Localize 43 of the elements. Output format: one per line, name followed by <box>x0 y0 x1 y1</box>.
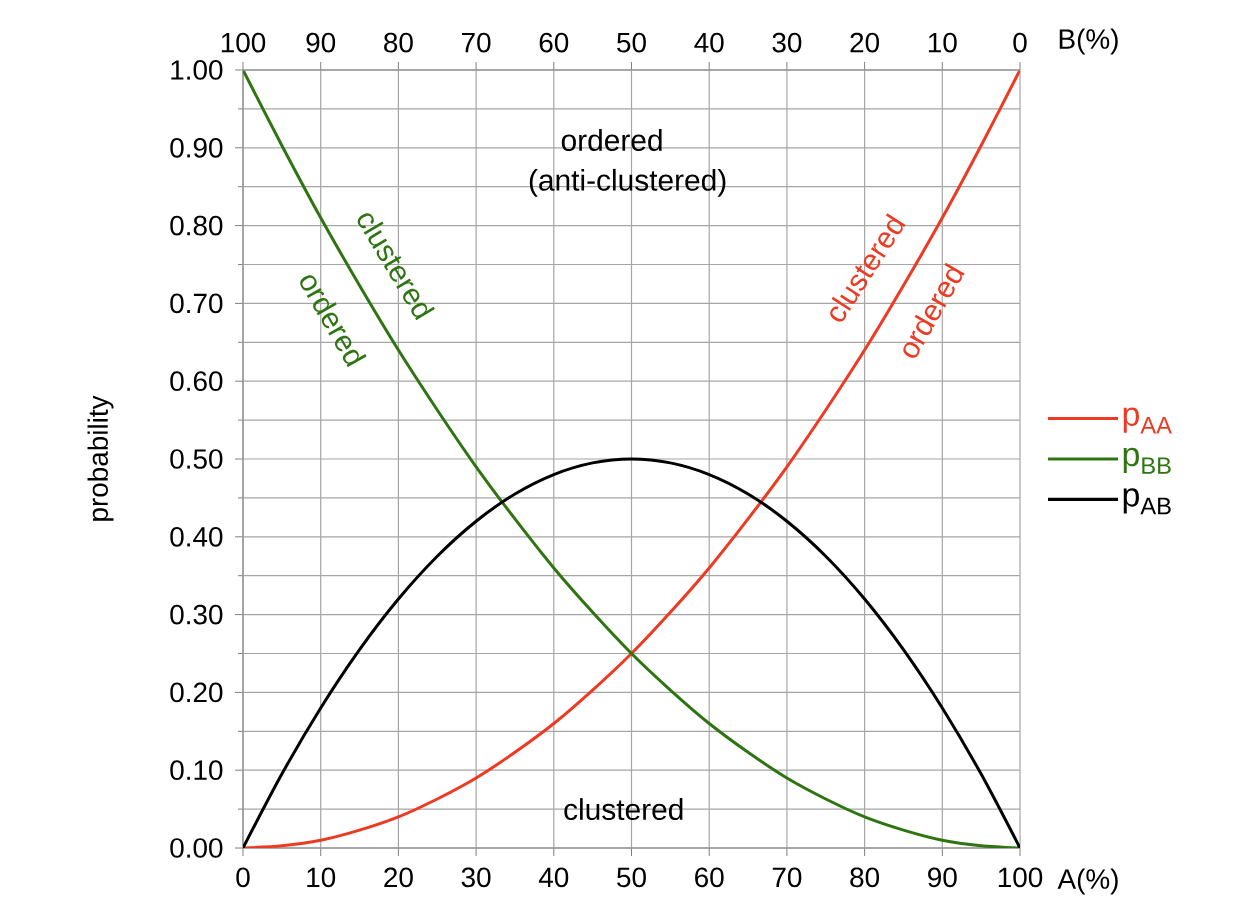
y-tick-label: 0.80 <box>170 215 223 236</box>
x2-tick-label: 20 <box>850 32 880 53</box>
y-tick-label: 0.70 <box>170 293 223 314</box>
x2-tick-label: 60 <box>539 32 569 53</box>
x2-tick-label: 10 <box>928 32 957 53</box>
x-tick-label: 80 <box>850 867 880 888</box>
y-tick-label: 1.00 <box>171 60 223 80</box>
y-tick-label: 0.40 <box>170 526 223 547</box>
x2-tick-label: 40 <box>694 32 724 53</box>
x2-tick-label: 80 <box>384 32 413 53</box>
x-tick-label: 20 <box>384 867 413 888</box>
x2-tick-label: 30 <box>772 32 802 53</box>
x-axis-title: A(%) <box>1057 868 1118 895</box>
x-tick-label: 30 <box>461 867 491 888</box>
y-tick-label: 0.10 <box>170 760 223 781</box>
x-tick-label: 0 <box>236 867 250 888</box>
x-tick-label: 70 <box>772 867 802 888</box>
annotation: clustered <box>564 798 683 821</box>
legend-label: p$_{AA}$ <box>1123 407 1172 434</box>
y-axis-title: probability <box>87 395 114 521</box>
x-tick-label: 60 <box>695 867 724 888</box>
x2-axis-title: B(%) <box>1059 28 1118 55</box>
y-tick-label: 0.90 <box>170 137 223 158</box>
annotation: ordered <box>561 129 662 151</box>
legend-label: p$_{BB}$ <box>1123 447 1171 474</box>
x-tick-label: 10 <box>307 867 336 888</box>
x-tick-label: 90 <box>928 867 957 888</box>
x-tick-label: 100 <box>998 867 1043 888</box>
x2-tick-label: 70 <box>462 32 491 53</box>
x2-tick-label: 0 <box>1013 32 1027 53</box>
annotation: (anti-clustered) <box>529 168 726 197</box>
x2-tick-label: 90 <box>306 32 336 53</box>
x2-tick-label: 100 <box>221 32 266 53</box>
y-tick-label: 0.20 <box>170 682 223 703</box>
y-tick-label: 0.00 <box>170 838 223 858</box>
x2-tick-label: 50 <box>617 32 646 53</box>
x-tick-label: 40 <box>538 867 569 888</box>
line-series <box>243 69 1021 848</box>
y-tick-label: 0.60 <box>170 371 223 392</box>
y-tick-label: 0.50 <box>170 449 223 469</box>
x-tick-label: 50 <box>617 867 646 888</box>
y-tick-label: 0.30 <box>170 604 223 625</box>
legend-label: p$_{AB}$ <box>1123 488 1171 515</box>
